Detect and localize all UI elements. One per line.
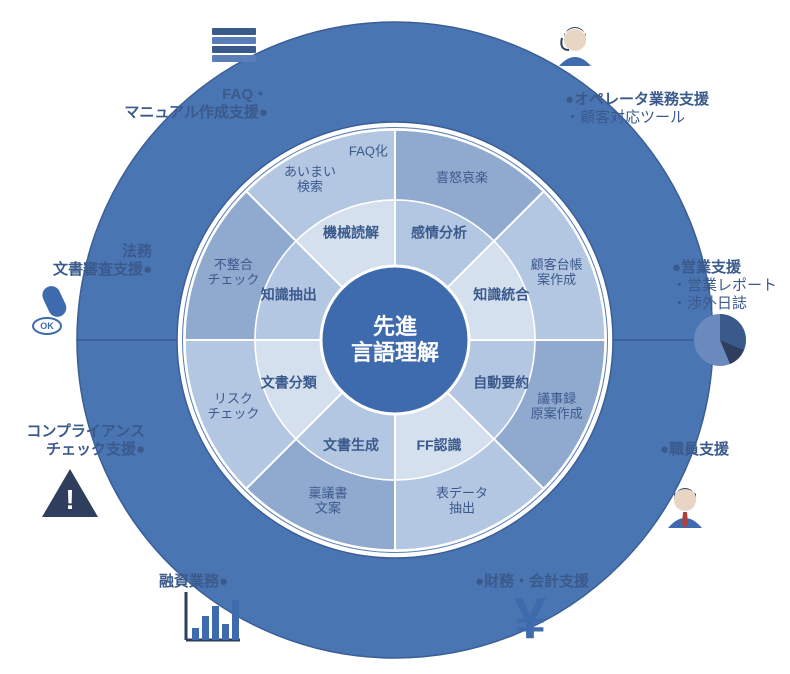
mid-segment-label: 案作成: [537, 272, 576, 287]
inner-segment-label: 自動要約: [473, 375, 529, 391]
inner-segment-label: 感情分析: [411, 224, 467, 240]
mid-segment-label: 抽出: [449, 501, 475, 516]
outer-label-line: 文書審査支援●: [53, 260, 152, 278]
mid-segment-label: 文案: [315, 501, 341, 516]
mid-segment-label: FAQ化: [349, 143, 388, 158]
stamp-icon: OK: [33, 283, 69, 334]
mid-segment-label: 表データ: [436, 486, 488, 501]
svg-text:OK: OK: [40, 321, 54, 331]
mid-segment-label: 原案作成: [531, 406, 583, 421]
mid-segment-label: チェック: [207, 272, 259, 287]
mid-segment-label: 喜怒哀楽: [436, 170, 488, 185]
center-title-line: 先進: [373, 314, 417, 339]
mid-segment-label: 顧客台帳: [531, 257, 583, 272]
outer-label-line: FAQ・: [222, 86, 268, 103]
outer-label-line: コンプライアンス: [26, 423, 145, 440]
center-title-line: 言語理解: [351, 340, 439, 365]
inner-segment-label: 知識抽出: [261, 287, 317, 303]
mid-segment-label: 稟議書: [309, 486, 348, 501]
outer-label-group: ●職員支援: [660, 440, 730, 458]
outer-label-line: ・営業レポート: [672, 277, 777, 294]
pie-chart-icon: [694, 314, 746, 366]
outer-label-line: チェック支援●: [46, 440, 145, 458]
mid-segment-label: リスク: [214, 391, 253, 406]
mid-segment-label: あいまい: [284, 164, 336, 179]
outer-label-line: ・顧客対応ツール: [565, 109, 685, 126]
svg-text:!: !: [65, 484, 74, 515]
circular-diagram: 先進言語理解 感情分析知識統合自動要約 FF認識 文書生成 文書分類 知識抽出 機械読解 喜怒…: [0, 0, 790, 674]
mid-segment-label: 不整合: [214, 257, 253, 272]
outer-label-line: ・渉外日誌: [672, 295, 747, 312]
outer-label-line: 融資業務●: [159, 572, 228, 590]
inner-segment-label: 文書生成: [323, 437, 379, 453]
outer-label-group: コンプライアンスチェック支援●: [26, 423, 145, 458]
mid-segment-label: チェック: [207, 406, 259, 421]
inner-segment-label: 機械読解: [323, 224, 379, 240]
operator-icon: [559, 27, 591, 66]
svg-text:¥: ¥: [514, 586, 546, 651]
outer-label-group: 融資業務●: [159, 572, 228, 590]
books-icon: [212, 28, 256, 62]
outer-label-line: マニュアル作成支援●: [124, 103, 268, 121]
outer-label-group: ●営業支援・営業レポート・渉外日誌: [672, 258, 777, 312]
outer-label-line: ●職員支援: [660, 440, 730, 458]
mid-segment-label: 議事録: [537, 391, 576, 406]
outer-label-line: ●営業支援: [672, 258, 742, 276]
outer-label-line: 法務: [122, 242, 153, 260]
inner-segment-label: 知識統合: [473, 287, 530, 303]
mid-segment-label: 検索: [297, 179, 323, 194]
outer-label-line: ●オペレータ業務支援: [565, 90, 710, 108]
yen-icon: ¥: [514, 586, 546, 651]
warning-icon: !: [42, 469, 98, 517]
inner-segment-label: FF認識: [416, 437, 461, 453]
inner-segment-label: 文書分類: [261, 375, 318, 391]
